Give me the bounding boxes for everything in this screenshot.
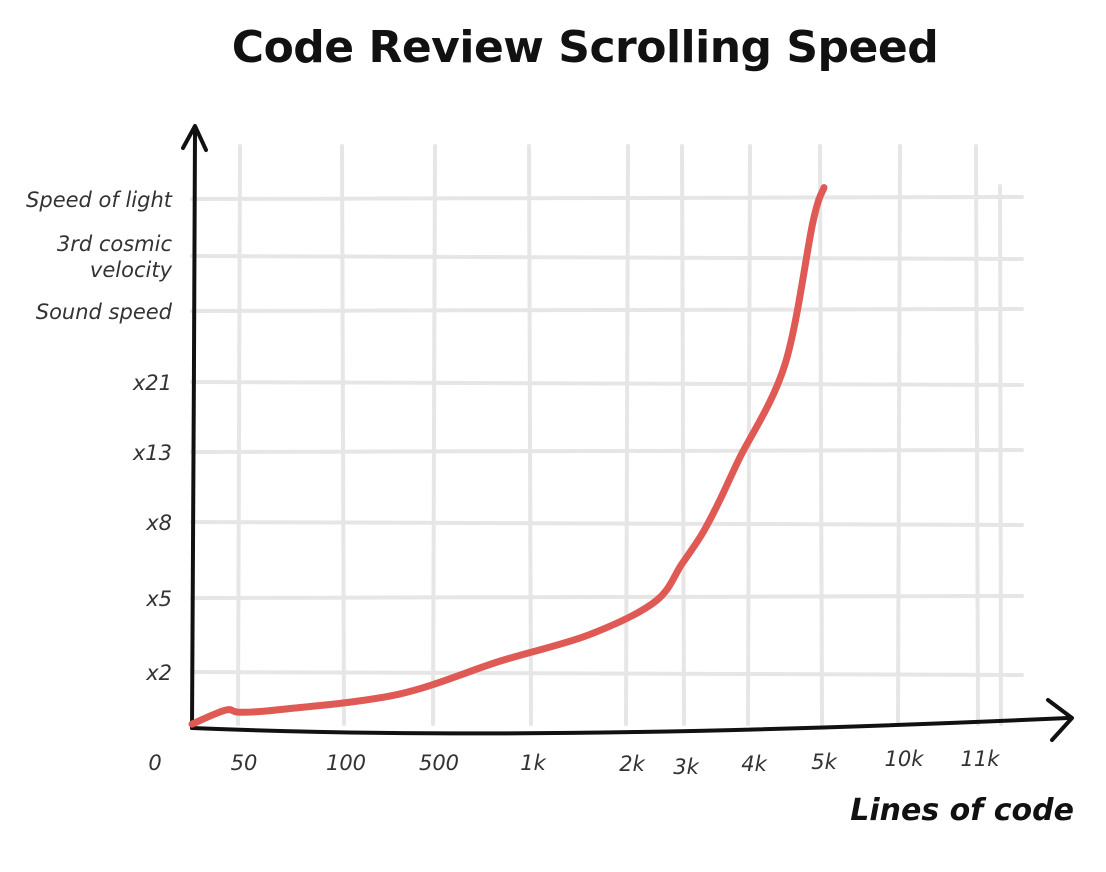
origin-label: 0 xyxy=(148,751,161,775)
x-tick-label: 1k xyxy=(520,751,546,775)
grid-line-vertical xyxy=(431,144,437,726)
grid xyxy=(190,144,1024,726)
x-tick-label: 500 xyxy=(419,751,459,775)
grid-line-horizontal xyxy=(190,520,1024,527)
x-axis-title: Lines of code xyxy=(850,793,1074,828)
y-tick-label: Speed of light xyxy=(26,188,173,212)
grid-line-horizontal xyxy=(190,594,1024,600)
grid-line-horizontal xyxy=(190,195,1024,201)
y-tick-label: x13 xyxy=(132,441,172,465)
y-tick-label: x2 xyxy=(145,661,172,685)
y-tick-label: Sound speed xyxy=(36,300,173,324)
y-tick-label: x8 xyxy=(145,511,172,535)
y-tick-label: x5 xyxy=(145,587,172,611)
x-tick-label: 4k xyxy=(741,752,767,776)
grid-line-horizontal xyxy=(190,307,1024,313)
chart-title: Code Review Scrolling Speed xyxy=(231,22,939,73)
grid-line-vertical xyxy=(680,144,686,726)
grid-line-vertical xyxy=(974,144,980,726)
x-tick-label: 5k xyxy=(811,750,837,774)
x-tick-label: 11k xyxy=(961,747,1001,771)
x-axis xyxy=(190,716,1070,736)
grid-line-vertical xyxy=(236,144,242,726)
x-tick-label: 50 xyxy=(231,751,258,775)
axis-labels: 0 50 100 500 1k 2k 3k 4k 5k 10k 11k x2 x5 x8 x13 x21 Sou… xyxy=(26,188,1074,828)
x-tick-label: 3k xyxy=(673,755,699,779)
x-axis-arrowhead xyxy=(1046,698,1074,742)
grid-line-horizontal xyxy=(190,254,1024,261)
series-line xyxy=(188,184,828,728)
x-tick-label: 2k xyxy=(619,752,645,776)
y-tick-label: x21 xyxy=(132,371,172,395)
grid-line-vertical xyxy=(896,144,902,726)
y-tick-label: 3rd cosmic velocity xyxy=(57,232,173,282)
y-axis xyxy=(190,128,197,730)
x-tick-label: 10k xyxy=(885,747,925,771)
grid-line-vertical xyxy=(998,184,1003,726)
axes xyxy=(181,124,1074,742)
x-tick-label: 100 xyxy=(326,751,366,775)
grid-line-horizontal xyxy=(190,380,1024,387)
grid-line-horizontal xyxy=(190,448,1024,454)
grid-line-vertical xyxy=(818,144,824,726)
grid-line-vertical xyxy=(340,144,346,726)
y-axis-arrowhead xyxy=(181,124,208,152)
grid-line-vertical xyxy=(624,144,630,726)
series-curve xyxy=(188,184,828,728)
grid-line-horizontal xyxy=(190,670,1024,677)
grid-line-vertical xyxy=(527,144,533,726)
